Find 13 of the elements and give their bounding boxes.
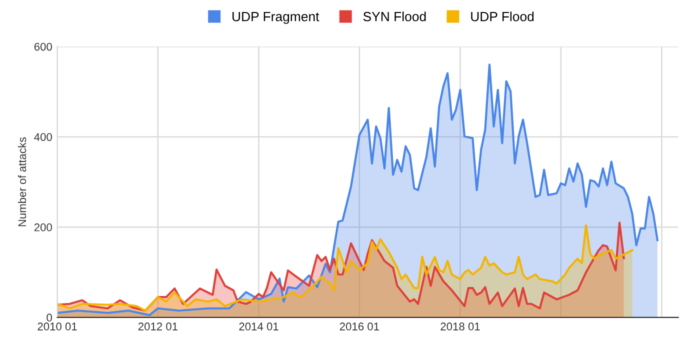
x-tick-label: 2016 01 [340,322,379,330]
y-axis-title: Number of attacks [18,137,26,226]
x-tick-label: 2014 01 [239,322,278,330]
y-tick-label: 400 [34,133,52,141]
y-tick-label: 0 [46,314,52,322]
legend-label: SYN Flood [363,12,426,22]
x-tick-label: 2018 01 [440,322,480,330]
x-tick-label: 2012 01 [138,322,178,330]
y-tick-label: 200 [34,223,52,232]
legend-label: UDP Flood [471,12,534,22]
x-tick-label: 2010 01 [38,322,77,330]
legend-label: UDP Fragment [232,12,320,24]
y-tick-label: 600 [34,42,52,51]
